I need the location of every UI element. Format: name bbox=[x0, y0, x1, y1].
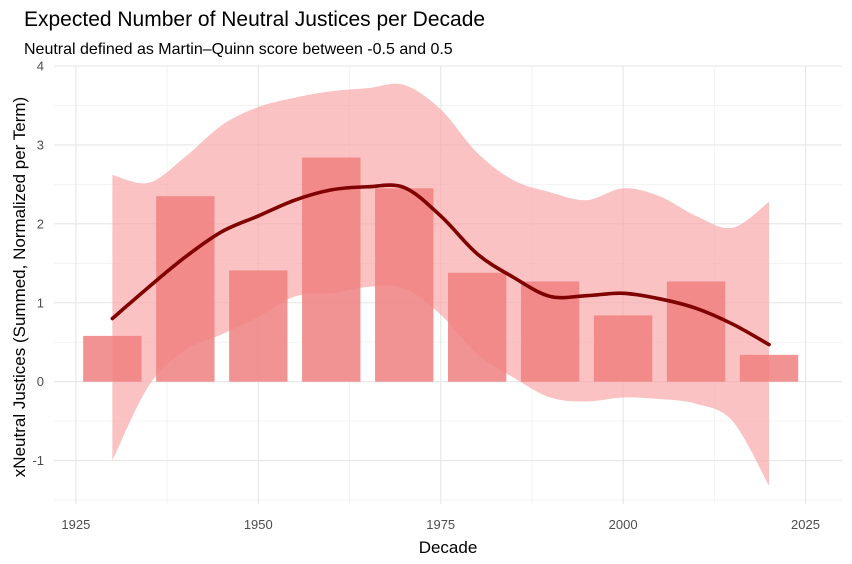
x-tick-label: 1950 bbox=[244, 517, 273, 532]
x-tick-label: 2025 bbox=[791, 517, 820, 532]
y-tick-label: 1 bbox=[37, 295, 44, 310]
bar-2010 bbox=[666, 281, 726, 382]
y-tick-label: 2 bbox=[37, 216, 44, 231]
bars-layer bbox=[83, 157, 799, 382]
bar-1970 bbox=[375, 188, 434, 382]
y-tick-label: 0 bbox=[37, 374, 44, 389]
y-axis-title: xNeutral Justices (Summed, Normalized pe… bbox=[10, 97, 29, 477]
y-tick-label: -1 bbox=[32, 453, 44, 468]
confidence-band bbox=[112, 83, 770, 486]
x-tick-label: 1975 bbox=[426, 517, 455, 532]
bar-1930 bbox=[83, 335, 142, 382]
smooth-trend-line bbox=[110, 183, 771, 347]
chart-subtitle: Neutral defined as Martin–Quinn score be… bbox=[24, 41, 453, 58]
x-tick-label: 2000 bbox=[609, 517, 638, 532]
x-axis-title: Decade bbox=[419, 538, 478, 557]
confidence-band-layer bbox=[112, 83, 770, 486]
bar-1950 bbox=[229, 270, 288, 382]
tick-labels: 1925 1950 1975 2000 2025 -1 0 1 2 3 4 bbox=[32, 59, 820, 533]
smooth-line-layer bbox=[110, 183, 771, 347]
bar-2020 bbox=[739, 354, 799, 382]
bar-1980 bbox=[448, 272, 507, 382]
bar-1940 bbox=[156, 196, 215, 382]
bar-2000 bbox=[593, 315, 653, 382]
y-tick-label: 4 bbox=[37, 59, 44, 74]
x-tick-label: 1925 bbox=[61, 517, 90, 532]
chart-title: Expected Number of Neutral Justices per … bbox=[24, 8, 485, 31]
y-tick-label: 3 bbox=[37, 137, 44, 152]
